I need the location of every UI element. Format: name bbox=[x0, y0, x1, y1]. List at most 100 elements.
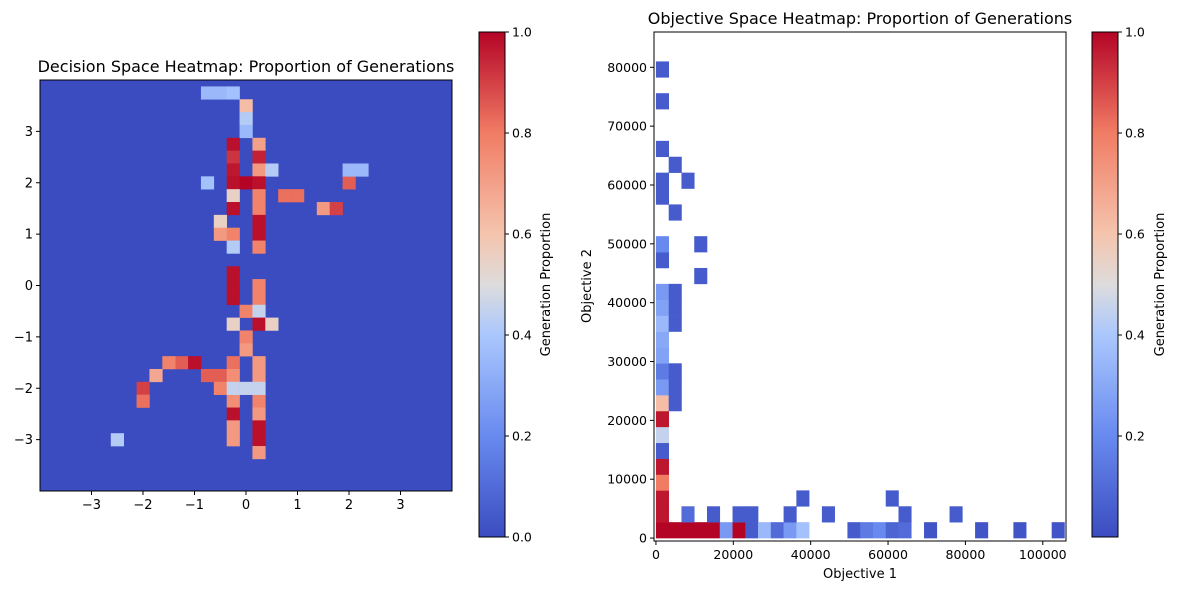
heatmap-cell bbox=[239, 124, 253, 139]
heatmap-cell bbox=[265, 317, 279, 331]
heatmap-cell bbox=[213, 214, 227, 229]
heatmap-cell bbox=[226, 368, 240, 383]
heatmap-cell bbox=[668, 156, 682, 173]
heatmap-cell bbox=[226, 433, 240, 447]
objective-heatmap-title: Objective Space Heatmap: Proportion of G… bbox=[648, 9, 1073, 28]
heatmap-cell bbox=[265, 163, 279, 177]
heatmap-cell bbox=[136, 394, 150, 408]
colorbar-tick-label: 0.0 bbox=[512, 530, 532, 545]
objective-heatmap-frame bbox=[653, 31, 1067, 542]
x-tick-label: −2 bbox=[133, 498, 152, 513]
heatmap-cell bbox=[252, 150, 266, 164]
heatmap-cell bbox=[694, 236, 708, 253]
heatmap-cell bbox=[252, 381, 266, 395]
heatmap-cell bbox=[226, 381, 240, 395]
colorbar-gradient bbox=[478, 31, 506, 538]
y-tick-label: 2 bbox=[25, 176, 33, 191]
heatmap-cell bbox=[252, 202, 266, 216]
heatmap-cell bbox=[342, 176, 356, 190]
heatmap-cell bbox=[655, 410, 670, 428]
colorbar-tick-label: 1.0 bbox=[1125, 25, 1145, 40]
heatmap-cell bbox=[668, 379, 682, 396]
heatmap-cell bbox=[200, 86, 215, 100]
heatmap-cell bbox=[252, 227, 266, 241]
heatmap-cell bbox=[226, 227, 240, 241]
heatmap-cell bbox=[668, 522, 682, 539]
y-tick-label: 60000 bbox=[607, 177, 647, 192]
heatmap-cell bbox=[278, 189, 292, 203]
x-tick-label: 3 bbox=[396, 498, 404, 513]
heatmap-cell bbox=[655, 522, 670, 539]
y-tick-label: 70000 bbox=[607, 119, 647, 134]
heatmap-cell bbox=[252, 176, 266, 190]
heatmap-cell bbox=[226, 317, 240, 331]
heatmap-cell bbox=[1013, 522, 1027, 539]
heatmap-cell bbox=[226, 356, 240, 370]
heatmap-cell bbox=[655, 315, 670, 332]
heatmap-cell bbox=[252, 240, 266, 254]
heatmap-cell bbox=[252, 433, 266, 447]
heatmap-cell bbox=[226, 86, 240, 100]
heatmap-cell bbox=[885, 490, 899, 507]
heatmap-cell bbox=[213, 381, 227, 395]
heatmap-cell bbox=[796, 522, 810, 539]
heatmap-cell bbox=[668, 299, 682, 316]
colorbar-label: Generation Proportion bbox=[1153, 213, 1168, 357]
colorbar-tick-label: 0.2 bbox=[1125, 429, 1145, 444]
heatmap-cell bbox=[655, 363, 670, 380]
heatmap-cell bbox=[668, 395, 682, 412]
heatmap-cell bbox=[655, 347, 670, 364]
heatmap-cell bbox=[668, 315, 682, 332]
heatmap-cell bbox=[655, 442, 670, 459]
heatmap-cell bbox=[655, 426, 670, 444]
decision-heatmap-background bbox=[40, 80, 452, 491]
heatmap-cell bbox=[213, 368, 227, 383]
heatmap-cell bbox=[694, 267, 708, 285]
heatmap-cell bbox=[655, 93, 670, 110]
heatmap-cell bbox=[745, 506, 759, 523]
heatmap-cell bbox=[252, 394, 266, 408]
x-tick-label: 100000 bbox=[1019, 547, 1067, 562]
heatmap-cell bbox=[732, 522, 746, 539]
heatmap-cell bbox=[783, 522, 797, 539]
y-tick-label: 0 bbox=[25, 279, 33, 294]
heatmap-cell bbox=[239, 343, 253, 357]
heatmap-cell bbox=[226, 176, 240, 190]
heatmap-cell bbox=[655, 172, 670, 189]
heatmap-cell bbox=[188, 356, 202, 370]
colorbar-label: Generation Proportion bbox=[539, 213, 554, 357]
heatmap-cell bbox=[732, 506, 746, 523]
x-tick-label: 0 bbox=[652, 547, 660, 562]
heatmap-cell bbox=[898, 506, 912, 523]
heatmap-cell bbox=[860, 522, 874, 539]
colorbar-tick-label: 0.4 bbox=[512, 328, 532, 343]
heatmap-cell bbox=[252, 304, 266, 318]
heatmap-cell bbox=[226, 150, 240, 164]
heatmap-cell bbox=[329, 202, 343, 216]
heatmap-cell bbox=[796, 490, 810, 507]
heatmap-cell bbox=[719, 522, 733, 539]
heatmap-cell bbox=[252, 446, 266, 460]
x-tick-label: −3 bbox=[82, 498, 101, 513]
heatmap-cell bbox=[226, 420, 240, 434]
heatmap-cell bbox=[655, 236, 670, 253]
heatmap-cell bbox=[706, 522, 721, 539]
y-tick-label: 30000 bbox=[607, 354, 647, 369]
heatmap-cell bbox=[655, 252, 670, 269]
heatmap-cell bbox=[110, 433, 124, 447]
heatmap-cell bbox=[655, 395, 670, 412]
y-tick-label: 80000 bbox=[607, 60, 647, 75]
heatmap-cell bbox=[226, 240, 240, 254]
heatmap-cell bbox=[239, 304, 253, 318]
colorbar-tick-label: 0.8 bbox=[512, 126, 532, 141]
heatmap-cell bbox=[213, 86, 227, 100]
objective-xlabel: Objective 1 bbox=[823, 567, 897, 582]
heatmap-cell bbox=[226, 266, 240, 280]
heatmap-cell bbox=[655, 188, 670, 205]
x-tick-label: 40000 bbox=[791, 547, 831, 562]
heatmap-cell bbox=[252, 407, 266, 421]
heatmap-cell bbox=[898, 522, 912, 539]
heatmap-cell bbox=[316, 202, 330, 216]
heatmap-cell bbox=[847, 522, 861, 539]
heatmap-cell bbox=[655, 474, 670, 491]
